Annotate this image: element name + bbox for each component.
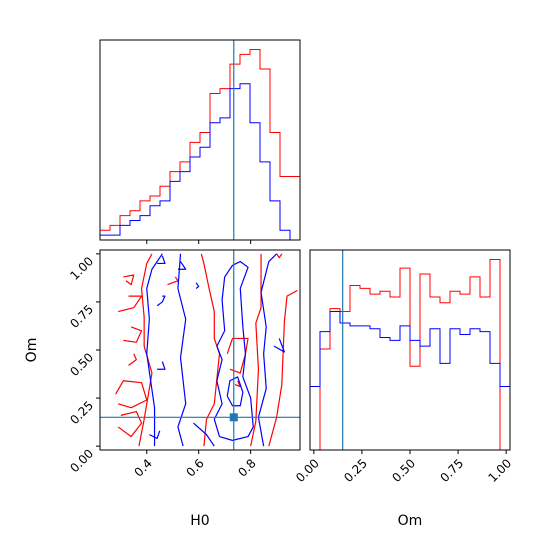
x-tick-label-h0: 0.6 [183, 456, 206, 479]
x-tick-label-om: 0.50 [389, 456, 418, 485]
contour-series-b [177, 261, 187, 270]
x-axis-label-h0: H0 [190, 513, 209, 529]
x-tick-label-h0: 0.8 [235, 456, 258, 479]
truth-marker [229, 413, 238, 422]
hist-h0-series-a [100, 49, 300, 240]
x-tick-label-om: 0.25 [341, 456, 370, 485]
contour-series-a [128, 353, 137, 366]
hist-om-series-b [310, 310, 510, 450]
contour-series-a [200, 253, 221, 447]
contour-series-b [193, 422, 215, 447]
contour-series-b [177, 253, 187, 447]
contour-series-a [234, 380, 241, 388]
contour-series-b [226, 376, 244, 407]
contour-series-b [156, 295, 166, 307]
y-tick-label-om: 0.75 [67, 302, 96, 331]
y-axis-label-om: Om [24, 338, 40, 363]
x-tick-label-om: 0.00 [293, 456, 322, 485]
contour-series-b [149, 430, 161, 440]
contour-series-a [268, 289, 298, 447]
x-axis-label-om: Om [398, 513, 423, 529]
panel-h0-histogram [99, 39, 301, 244]
contour-series-a [118, 295, 143, 313]
y-tick-label-om: 0.50 [67, 350, 96, 379]
contour-series-a [250, 253, 262, 447]
contour-series-a [276, 253, 283, 259]
x-tick-label-om: 0.75 [437, 456, 466, 485]
contour-series-a [226, 337, 249, 374]
contour-series-b [146, 253, 163, 447]
contour-series-b [157, 361, 166, 370]
panel-om-histogram: 0.00 0.25 0.50 0.75 1.00 [293, 249, 515, 485]
contour-series-a [167, 276, 179, 286]
y-tick-label-om: 0.00 [67, 446, 96, 475]
contour-series-a [123, 326, 143, 343]
hist-h0-series-b [100, 83, 300, 240]
contour-series-a [123, 274, 135, 286]
contour-series-b [257, 253, 278, 447]
contour-series-a [138, 253, 153, 447]
contour-series-a [115, 380, 148, 409]
x-tick-label-om: 1.00 [486, 456, 515, 485]
contour-series-b [157, 255, 166, 265]
contour-series-b [273, 338, 286, 353]
hist-om-series-a [310, 259, 510, 450]
contour-series-b [195, 282, 200, 289]
x-tick-label-h0: 0.4 [132, 456, 155, 479]
panel-h0-om-contours: 0.4 0.6 0.8 0.00 0.25 0.50 0.75 1.00 [67, 249, 301, 480]
contour-series-a [117, 410, 143, 438]
y-tick-label-om: 1.00 [67, 254, 96, 283]
y-tick-label-om: 0.25 [67, 398, 96, 427]
